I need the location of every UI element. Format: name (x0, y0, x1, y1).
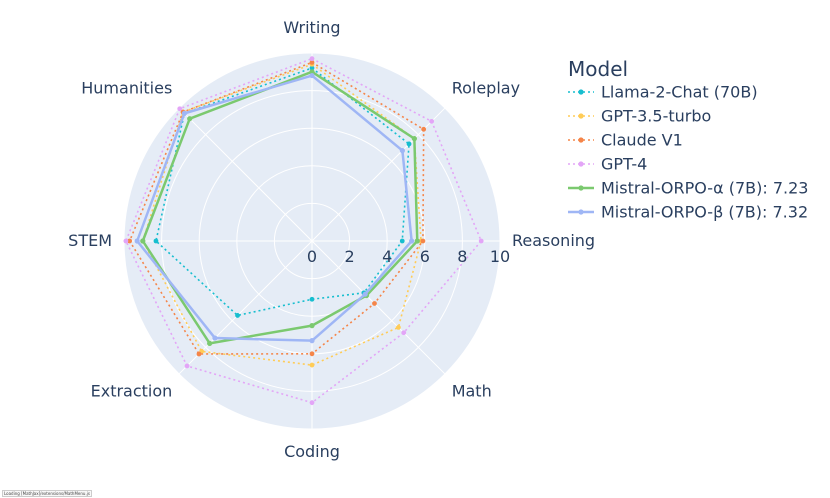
data-point (309, 323, 315, 329)
legend-title: Model (568, 57, 628, 81)
series-3 (123, 56, 484, 406)
legend: Model Llama-2-Chat (70B) GPT-3.5-turbo Cla… (568, 57, 808, 222)
status-text: Loading [MathJax]/extensions/MathMenu.js (2, 490, 92, 497)
legend-swatch-marker (578, 209, 584, 215)
legend-item: Mistral-ORPO-α (7B): 7.23 (568, 179, 808, 198)
radial-tick-label: 8 (457, 247, 467, 266)
data-point (399, 148, 405, 154)
data-point (396, 325, 401, 330)
data-point (406, 141, 412, 147)
category-label: Coding (284, 442, 340, 461)
data-point (309, 72, 315, 79)
radial-tick-label: 2 (345, 247, 355, 266)
legend-label: GPT-3.5-turbo (601, 107, 711, 126)
data-point (177, 106, 183, 112)
data-point (309, 362, 315, 368)
data-point (309, 65, 315, 71)
radial-tick-labels: 0 2 4 6 8 10 (307, 247, 510, 266)
data-point (309, 351, 315, 357)
category-label: Reasoning (512, 231, 595, 250)
category-label: Math (452, 382, 492, 401)
legend-item: GPT-3.5-turbo (568, 107, 711, 126)
data-point (478, 238, 484, 244)
data-point (235, 313, 240, 318)
data-point (429, 118, 435, 124)
category-label: Writing (283, 18, 340, 37)
series-layer (123, 56, 484, 406)
data-point (309, 60, 315, 65)
legend-label: Llama-2-Chat (70B) (601, 83, 758, 102)
data-point (421, 126, 427, 132)
legend-swatch-marker (578, 89, 584, 95)
radial-tick-label: 6 (420, 247, 430, 266)
data-point (196, 351, 202, 357)
series-4 (140, 69, 420, 346)
legend-item: Claude V1 (568, 131, 683, 150)
legend-label: Mistral-ORPO-α (7B): 7.23 (601, 179, 808, 198)
series-line (142, 63, 422, 366)
data-point (153, 238, 159, 244)
spoke-line (178, 107, 313, 242)
data-point (181, 110, 187, 116)
data-point (184, 363, 190, 369)
radial-tick-label: 4 (382, 247, 392, 266)
data-point (372, 301, 377, 306)
legend-item: GPT-4 (568, 155, 647, 174)
radial-tick-label: 0 (307, 247, 317, 266)
data-point (362, 291, 368, 297)
spoke-line (311, 240, 446, 375)
data-point (399, 238, 405, 244)
data-point (127, 238, 133, 244)
data-point (401, 330, 407, 336)
radial-tick-label: 10 (490, 247, 510, 266)
category-label: Extraction (91, 382, 173, 401)
data-point (123, 238, 129, 244)
legend-item: Llama-2-Chat (70B) (568, 83, 758, 102)
legend-swatch-marker (578, 161, 584, 167)
legend-swatch-marker (578, 185, 584, 191)
data-point (414, 238, 420, 244)
legend-item: Mistral-ORPO-β (7B): 7.32 (568, 203, 808, 222)
data-point (134, 238, 140, 244)
data-point (187, 116, 193, 122)
data-point (140, 238, 146, 244)
series-5 (134, 72, 415, 344)
category-label: STEM (68, 231, 112, 250)
data-point (309, 338, 315, 344)
legend-swatch-marker (578, 137, 584, 143)
data-point (212, 335, 218, 341)
data-point (207, 340, 213, 346)
legend-label: GPT-4 (601, 155, 647, 174)
legend-label: Claude V1 (601, 131, 683, 150)
data-point (420, 238, 426, 244)
legend-label: Mistral-ORPO-β (7B): 7.32 (601, 203, 808, 222)
data-point (409, 238, 415, 244)
data-point (309, 400, 315, 406)
category-label: Roleplay (452, 78, 520, 97)
data-point (309, 69, 315, 75)
legend-swatch-marker (578, 113, 584, 119)
data-point (411, 136, 417, 142)
data-point (309, 56, 315, 62)
data-point (309, 296, 315, 302)
category-labels: Writing Roleplay Reasoning Math Coding Extrac… (68, 18, 595, 461)
category-label: Humanities (81, 78, 172, 97)
